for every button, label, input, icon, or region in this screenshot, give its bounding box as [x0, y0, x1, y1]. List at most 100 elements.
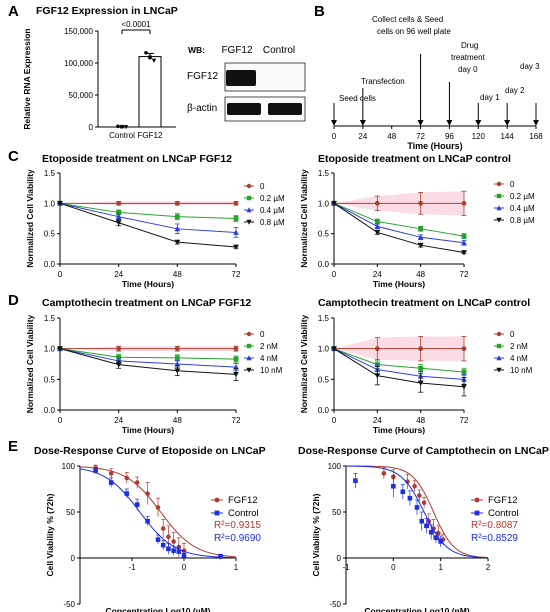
data-point	[151, 58, 157, 63]
x-tick-label: 1	[234, 563, 239, 572]
data-point	[174, 355, 180, 361]
data-point	[166, 546, 171, 552]
data-point	[181, 552, 187, 558]
x-tick-label: -1	[342, 563, 350, 572]
y-axis-label: Cell Viability % (72h)	[311, 493, 321, 576]
arrow-head	[331, 120, 337, 126]
data-point	[155, 537, 161, 542]
legend-marker	[496, 193, 502, 199]
legend-label: 0.4 µM	[260, 206, 285, 215]
chart-title: Dose-Response Curve of Camptothecin on L…	[298, 445, 549, 457]
data-point	[93, 468, 98, 473]
y-tick-label: 0	[71, 554, 76, 563]
legend-marker	[246, 355, 252, 361]
x-tick-label: 48	[416, 416, 425, 425]
legend-label: 0	[510, 180, 515, 189]
y-axis-label: Cell Viability % (72h)	[45, 493, 55, 576]
chart-title: Camptothecin treatment on LNCaP control	[318, 297, 530, 309]
x-tick-label: 24	[114, 416, 123, 425]
fit-curve	[345, 465, 489, 559]
data-point	[418, 346, 424, 352]
y-tick-label: 1.0	[318, 345, 330, 354]
x-axis-label: Time (Hours)	[122, 425, 174, 435]
data-point	[374, 223, 381, 229]
x-tick-label: 0	[58, 416, 63, 425]
data-point	[116, 200, 122, 206]
x-axis-label: Concentration Log10 (µM)	[105, 606, 210, 612]
r-squared-label: R²=0.8529	[471, 533, 518, 544]
y-axis-label: Normalized Cell Viability	[299, 169, 309, 268]
data-point	[391, 483, 396, 489]
data-point	[123, 125, 129, 130]
blot-band	[268, 103, 302, 115]
x-tick-label: 48	[173, 270, 182, 279]
legend-marker	[246, 195, 252, 201]
data-point	[145, 491, 150, 496]
x-tick-label: 24	[373, 416, 382, 425]
timeline-tick-label: 96	[445, 132, 454, 141]
y-tick-label: 100	[62, 462, 76, 471]
series-line	[59, 348, 237, 368]
x-tick-label: 24	[114, 270, 123, 279]
data-point	[381, 471, 387, 476]
data-point	[124, 475, 130, 481]
panel-letter-d: D	[8, 292, 19, 309]
y-tick-label: 0.5	[44, 230, 56, 239]
x-tick-label: 72	[460, 270, 469, 279]
data-point	[218, 553, 223, 559]
event-label: day 3	[520, 62, 540, 71]
series-line	[333, 202, 465, 237]
y-tick-label: 0.0	[44, 406, 56, 415]
data-point	[144, 50, 148, 55]
timeline-tick-label: 48	[387, 132, 396, 141]
arrow-head	[417, 120, 424, 126]
legend-label: 4 nM	[260, 354, 278, 363]
fit-curve	[79, 468, 237, 559]
data-point	[412, 483, 417, 489]
data-point	[148, 55, 152, 60]
data-point	[233, 216, 239, 221]
y-tick-label: 0.0	[44, 260, 56, 269]
y-tick-label: 0.0	[318, 406, 330, 415]
event-label: Collect cells & Seed	[372, 15, 443, 24]
y-tick-label: 0.5	[318, 375, 330, 384]
y-tick-label: 50,000	[69, 91, 94, 100]
data-point	[428, 529, 434, 535]
data-point	[124, 491, 130, 496]
legend-label: Control	[228, 508, 259, 519]
data-point	[134, 480, 140, 485]
legend-label: 2 nM	[260, 342, 278, 351]
lane-label: FGF12	[221, 45, 253, 56]
data-point	[424, 523, 429, 529]
data-point	[174, 239, 181, 246]
timeline-axis-label: Time (Hours)	[407, 141, 462, 151]
y-tick-label: 1.0	[44, 199, 56, 208]
wb-label: WB:	[188, 45, 205, 55]
y-tick-label: 1.0	[318, 199, 330, 208]
data-point	[414, 505, 420, 510]
event-label: Seed cells	[339, 94, 376, 103]
data-point	[419, 518, 425, 524]
data-point	[160, 526, 166, 531]
arrow-head	[446, 120, 453, 126]
legend-label: 0	[510, 330, 515, 339]
data-point	[461, 200, 467, 206]
x-axis-label: Time (Hours)	[373, 425, 425, 435]
x-tick-label: 2	[486, 563, 491, 572]
x-tick-label: 0	[332, 270, 337, 279]
chart-title: FGF12 Expression in LNCaP	[36, 5, 178, 17]
data-point	[461, 233, 467, 239]
event-label: cells on 96 well plate	[377, 27, 451, 36]
legend-marker	[496, 367, 502, 373]
series-line	[333, 348, 465, 373]
chart-title: Camptothecin treatment on LNCaP FGF12	[42, 297, 251, 309]
r-squared-label: R²=0.9690	[214, 533, 261, 544]
data-point	[374, 346, 380, 352]
legend-label: 0.8 µM	[260, 218, 285, 227]
series-line	[59, 202, 237, 233]
data-point	[417, 242, 424, 249]
legend-label: 0	[260, 182, 265, 191]
legend-marker	[246, 207, 252, 213]
y-tick-label: 50	[66, 508, 75, 517]
